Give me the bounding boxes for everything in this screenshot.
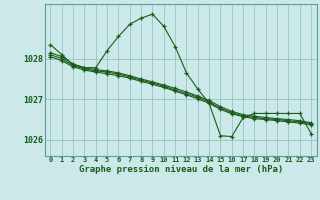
X-axis label: Graphe pression niveau de la mer (hPa): Graphe pression niveau de la mer (hPa) [79,165,283,174]
